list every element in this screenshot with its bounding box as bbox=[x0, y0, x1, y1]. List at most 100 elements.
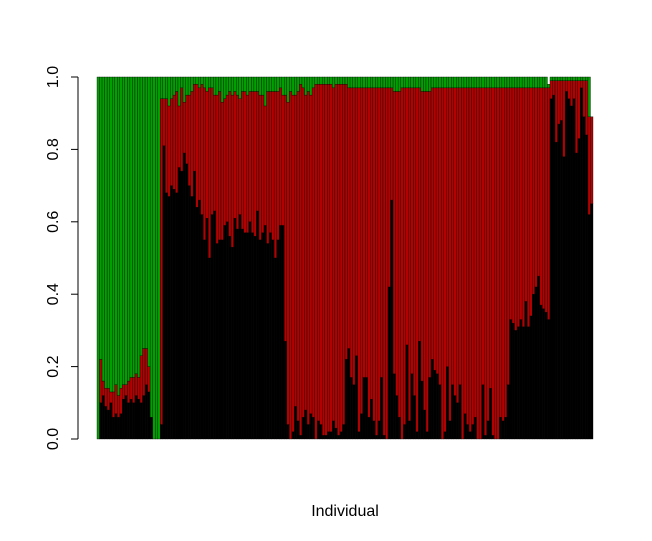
bar-segment bbox=[509, 319, 513, 440]
bar-segment bbox=[413, 395, 417, 440]
bar-segment bbox=[327, 84, 330, 432]
bar-segment bbox=[309, 94, 313, 414]
bar-segment bbox=[208, 87, 212, 259]
bar-segment bbox=[319, 76, 323, 85]
bar-segment bbox=[567, 76, 571, 81]
bar-segment bbox=[387, 286, 391, 440]
bar-segment bbox=[380, 87, 384, 378]
bar-segment bbox=[301, 87, 305, 418]
bar-segment bbox=[253, 91, 257, 237]
bar-segment bbox=[527, 76, 530, 89]
bar-segment bbox=[215, 243, 219, 440]
bar-segment bbox=[499, 87, 503, 418]
bar-segment bbox=[537, 275, 541, 440]
bar-segment bbox=[180, 170, 184, 440]
bar-segment bbox=[99, 76, 103, 360]
bar-segment bbox=[360, 87, 363, 414]
bar-segment bbox=[387, 87, 391, 288]
bar-segment bbox=[309, 76, 313, 96]
bar-segment bbox=[352, 76, 356, 89]
bar-segment bbox=[205, 218, 209, 440]
bar-segment bbox=[261, 94, 265, 233]
bar-segment bbox=[390, 199, 394, 440]
bar-segment bbox=[354, 87, 358, 356]
bar-segment bbox=[337, 76, 341, 85]
bar-segment bbox=[453, 395, 457, 440]
bar-segment bbox=[122, 76, 126, 385]
bar-segment bbox=[367, 76, 371, 89]
bar-segment bbox=[271, 91, 275, 241]
bar-segment bbox=[463, 76, 467, 89]
bar-segment bbox=[385, 76, 389, 89]
bar-segment bbox=[124, 395, 128, 440]
bar-segment bbox=[554, 76, 558, 81]
bar-segment bbox=[347, 76, 351, 89]
bar-segment bbox=[587, 76, 591, 117]
bar-segment bbox=[570, 105, 573, 440]
bar-segment bbox=[218, 91, 222, 241]
bar-segment bbox=[144, 384, 148, 440]
bar-segment bbox=[347, 87, 351, 349]
bar-segment bbox=[456, 76, 460, 89]
bar-segment bbox=[365, 377, 368, 440]
bar-segment bbox=[162, 76, 166, 99]
bar-segment bbox=[177, 76, 181, 107]
bar-segment bbox=[481, 87, 485, 385]
bar-segment bbox=[544, 87, 548, 313]
bar-segment bbox=[294, 76, 298, 96]
bar-segment bbox=[572, 76, 576, 81]
bar-segment bbox=[253, 76, 257, 92]
bar-segment bbox=[532, 76, 535, 89]
bar-segment bbox=[109, 402, 113, 440]
bar-segment bbox=[309, 413, 313, 440]
bar-segment bbox=[195, 84, 199, 208]
bar-segment bbox=[385, 87, 389, 440]
bar-segment bbox=[572, 80, 576, 99]
bar-segment bbox=[519, 76, 523, 89]
bar-segment bbox=[299, 84, 303, 436]
bar-segment bbox=[180, 87, 184, 172]
bar-segment bbox=[187, 94, 191, 186]
bar-segment bbox=[461, 87, 465, 440]
bar-segment bbox=[165, 76, 169, 99]
bar-segment bbox=[187, 185, 191, 440]
bar-segment bbox=[539, 87, 543, 306]
bar-segment bbox=[129, 76, 133, 378]
bar-segment bbox=[501, 76, 505, 89]
bar-segment bbox=[570, 80, 573, 107]
bar-segment bbox=[471, 424, 475, 440]
bar-segment bbox=[362, 87, 366, 378]
bar-segment bbox=[327, 76, 330, 85]
bar-segment bbox=[319, 424, 323, 440]
bar-segment bbox=[489, 87, 492, 389]
bar-segment bbox=[524, 76, 528, 89]
bar-segment bbox=[195, 207, 199, 440]
bar-segment bbox=[243, 76, 247, 92]
bar-segment bbox=[104, 76, 108, 389]
bar-segment bbox=[96, 76, 100, 440]
bar-segment bbox=[451, 384, 454, 440]
bar-segment bbox=[471, 76, 475, 89]
bar-segment bbox=[461, 76, 465, 89]
bar-segment bbox=[170, 185, 174, 440]
bar-segment bbox=[506, 384, 510, 440]
bar-segment bbox=[532, 87, 535, 295]
y-tick-label: 0.6 bbox=[45, 211, 62, 233]
bar-segment bbox=[577, 76, 581, 81]
bar-segment bbox=[357, 76, 361, 89]
bar-segment bbox=[284, 341, 287, 440]
bar-segment bbox=[428, 91, 432, 378]
bar-segment bbox=[575, 80, 578, 154]
bar-segment bbox=[213, 76, 217, 96]
bar-segment bbox=[397, 91, 401, 418]
bar-segment bbox=[306, 424, 310, 440]
bar-segment bbox=[466, 76, 470, 89]
bar-segment bbox=[372, 420, 376, 440]
bar-segment bbox=[453, 87, 457, 396]
bar-segment bbox=[215, 76, 219, 96]
bar-segment bbox=[534, 76, 538, 89]
bar-segment bbox=[180, 76, 184, 89]
bar-segment bbox=[342, 424, 346, 440]
bar-segment bbox=[547, 87, 551, 320]
bar-segment bbox=[468, 76, 472, 89]
